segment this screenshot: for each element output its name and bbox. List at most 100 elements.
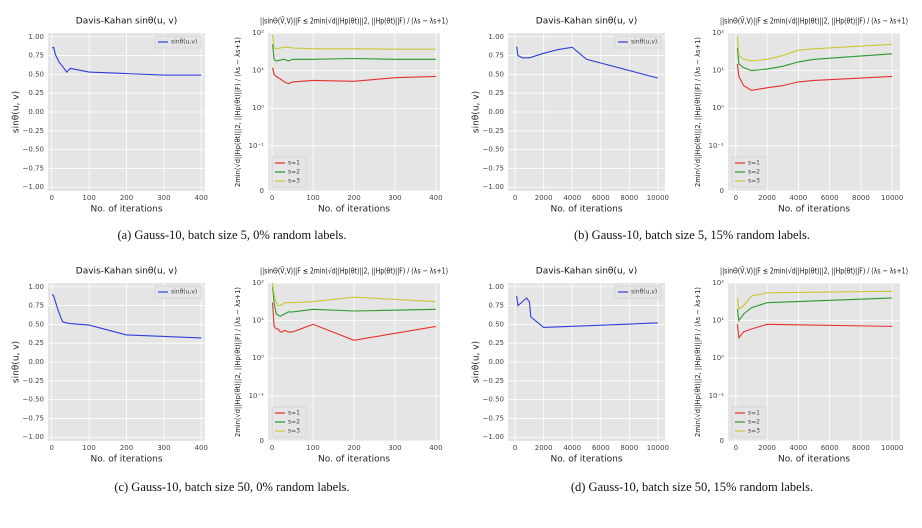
x-tick-label: 200: [120, 194, 133, 202]
caption: (c) Gauss-10, batch size 50, 0% random l…: [114, 480, 349, 494]
x-tick-label: 100: [306, 194, 319, 202]
legend-label: s=3: [288, 178, 300, 185]
legend-label: s=3: [748, 178, 760, 185]
x-tick-label: 0: [734, 194, 738, 202]
legend-label: s=1: [288, 160, 300, 167]
y-tick-label: 0.50: [28, 320, 44, 328]
x-axis-label: No. of iterations: [318, 205, 390, 215]
chart-title: ||sinΘ(Ṽ,V)||F ≤ 2min(√d||Hp(θt)||2, ||H…: [260, 265, 448, 276]
y-tick-label: 10¹: [252, 67, 264, 75]
y-tick-label: −1.00: [23, 183, 44, 191]
series-line: [271, 34, 436, 50]
chart-title: ||sinΘ(Ṽ,V)||F ≤ 2min(√d||Hp(θt)||2, ||H…: [260, 15, 448, 26]
x-tick-label: 6000: [821, 444, 839, 452]
x-tick-label: 300: [157, 444, 170, 452]
y-tick-label: −0.75: [23, 414, 44, 422]
series-line: [51, 46, 202, 76]
y-tick-label: −1.00: [483, 183, 504, 191]
series-line: [51, 293, 202, 339]
y-tick-label: −0.25: [483, 377, 504, 385]
y-tick-label: 0.75: [488, 302, 504, 310]
y-tick-label: 0.50: [28, 70, 44, 78]
series-line: [736, 63, 893, 91]
caption: (b) Gauss-10, batch size 5, 15% random l…: [574, 228, 810, 242]
x-axis-label: No. of iterations: [90, 205, 162, 215]
x-tick-label: 4000: [563, 444, 581, 452]
series-line: [271, 44, 436, 62]
y-tick-label: 1.00: [488, 33, 504, 41]
y-tick-label: 1.00: [488, 283, 504, 291]
y-tick-label: 10⁻¹: [249, 392, 265, 400]
y-axis-label: sinθ(u, v): [12, 341, 22, 383]
y-axis-label: 2min(√d||Hp(θt)||2, ||Hp(θt)||F) / (λs −…: [234, 287, 242, 437]
legend-box: [154, 35, 202, 49]
x-axis-label: No. of iterations: [778, 455, 850, 465]
series-line: [516, 46, 659, 79]
x-tick-label: 400: [195, 194, 208, 202]
x-axis-label: No. of iterations: [318, 455, 390, 465]
series-line: [516, 295, 658, 328]
y-tick-label: 10²: [712, 279, 724, 287]
y-axis-label: 2min(√d||Hp(θt)||2, ||Hp(θt)||F) / (λs −…: [234, 37, 242, 187]
y-tick-label: 0.25: [488, 89, 504, 97]
x-tick-label: 200: [120, 444, 133, 452]
caption: (d) Gauss-10, batch size 50, 15% random …: [571, 480, 813, 494]
legend-label: s=1: [748, 160, 760, 167]
x-axis-label: No. of iterations: [550, 205, 622, 215]
y-tick-label: 10²: [712, 29, 724, 37]
legend-box: [614, 285, 662, 299]
legend-label: sinθ(u,v): [631, 39, 657, 46]
y-tick-label: 10²: [252, 279, 264, 287]
x-tick-label: 4000: [789, 194, 807, 202]
x-tick-label: 6000: [821, 194, 839, 202]
y-tick-label: 0.50: [488, 320, 504, 328]
y-tick-label: −0.50: [23, 146, 44, 154]
y-axis-label: sinθ(u, v): [12, 91, 22, 133]
legend-box: [731, 406, 767, 438]
x-tick-label: 0: [513, 444, 517, 452]
x-tick-label: 200: [347, 194, 360, 202]
x-tick-label: 10000: [881, 444, 903, 452]
y-tick-label: −0.50: [483, 146, 504, 154]
legend-label: s=1: [748, 410, 760, 417]
x-tick-label: 8000: [852, 194, 870, 202]
y-tick-label: 0.00: [28, 108, 44, 116]
y-tick-label: 1.00: [28, 283, 44, 291]
x-tick-label: 0: [50, 444, 54, 452]
y-tick-label: 0.75: [488, 52, 504, 60]
x-tick-label: 0: [270, 194, 274, 202]
chart-title: Davis-Kahan sinθ(u, v): [76, 267, 177, 277]
y-tick-label: −0.25: [483, 127, 504, 135]
x-tick-label: 400: [429, 194, 442, 202]
y-tick-label: 10⁰: [712, 104, 724, 112]
chart-title: Davis-Kahan sinθ(u, v): [536, 267, 637, 277]
legend-box: [614, 35, 662, 49]
y-tick-label: −0.75: [23, 164, 44, 172]
y-tick-label: 10⁰: [252, 104, 264, 112]
x-tick-label: 4000: [789, 444, 807, 452]
x-tick-label: 100: [82, 194, 95, 202]
y-tick-label: 0.00: [488, 108, 504, 116]
y-tick-label: 0.25: [28, 89, 44, 97]
x-tick-label: 2000: [758, 194, 776, 202]
x-tick-label: 8000: [620, 444, 638, 452]
x-tick-label: 8000: [620, 194, 638, 202]
x-tick-label: 2000: [758, 444, 776, 452]
y-tick-label: 0.75: [28, 302, 44, 310]
y-axis-label: sinθ(u, v): [472, 91, 482, 133]
x-tick-label: 6000: [592, 194, 610, 202]
legend-label: sinθ(u,v): [631, 289, 657, 296]
x-tick-label: 8000: [852, 444, 870, 452]
y-tick-label: 10¹: [252, 317, 264, 325]
series-line: [736, 290, 893, 311]
y-tick-label: 0: [720, 187, 724, 195]
legend-label: s=2: [748, 169, 760, 176]
legend-label: s=3: [748, 428, 760, 435]
y-tick-label: 10¹: [712, 317, 724, 325]
chart-title: Davis-Kahan sinθ(u, v): [76, 17, 177, 27]
x-tick-label: 0: [734, 444, 738, 452]
x-axis-label: No. of iterations: [778, 205, 850, 215]
series-line: [271, 286, 436, 317]
y-axis-label: 2min(√d||Hp(θt)||2, ||Hp(θt)||F) / (λs −…: [694, 37, 702, 187]
y-tick-label: 10⁻¹: [249, 142, 265, 150]
